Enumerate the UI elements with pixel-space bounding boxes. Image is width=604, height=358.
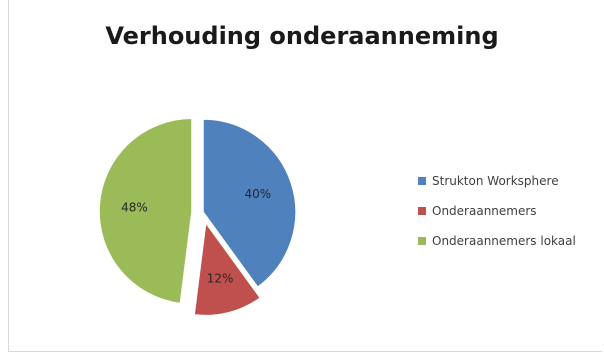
legend-swatch-onderaannemers bbox=[418, 206, 426, 215]
legend: Strukton Worksphere Onderaannemers Onder… bbox=[418, 172, 576, 262]
data-label-onderaannemers: 12% bbox=[207, 272, 234, 286]
legend-item-onderaannemers-lokaal: Onderaannemers lokaal bbox=[418, 232, 576, 249]
legend-label-strukton-worksphere: Strukton Worksphere bbox=[432, 173, 559, 188]
chart-frame bbox=[8, 0, 602, 352]
chart-title: Verhouding onderaanneming bbox=[105, 22, 499, 50]
legend-swatch-strukton-worksphere bbox=[418, 176, 426, 185]
legend-label-onderaannemers-lokaal: Onderaannemers lokaal bbox=[432, 233, 576, 248]
pie-slice-strukton-worksphere bbox=[202, 118, 297, 289]
data-label-onderaannemers-lokaal: 48% bbox=[121, 201, 148, 215]
legend-item-onderaannemers: Onderaannemers bbox=[418, 202, 576, 219]
legend-item-strukton-worksphere: Strukton Worksphere bbox=[418, 172, 576, 189]
pie-slice-onderaannemers bbox=[193, 220, 262, 317]
pie-slice-onderaannemers-lokaal bbox=[98, 117, 193, 305]
legend-label-onderaannemers: Onderaannemers bbox=[432, 203, 537, 218]
data-label-strukton-worksphere: 40% bbox=[245, 187, 272, 201]
legend-swatch-onderaannemers-lokaal bbox=[418, 236, 426, 245]
